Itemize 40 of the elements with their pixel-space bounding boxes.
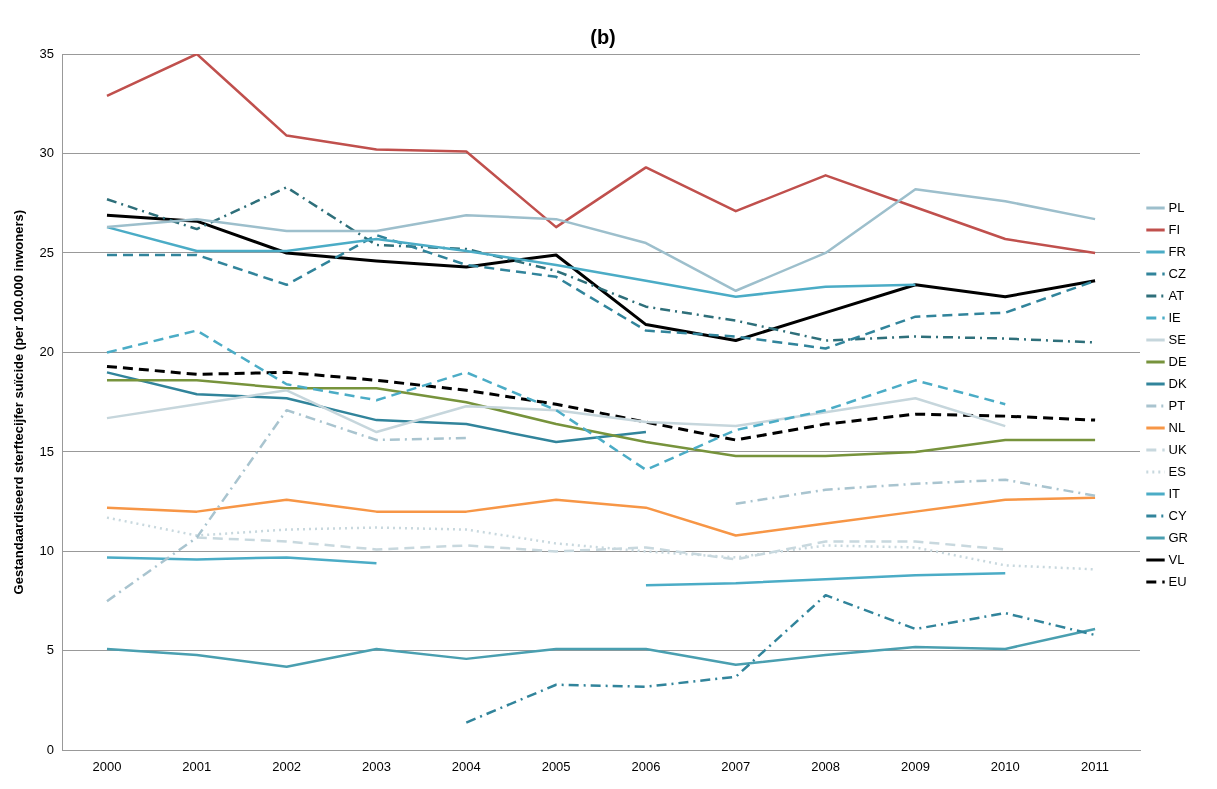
legend-label: SE (1168, 331, 1187, 347)
y-tick-label: 0 (46, 741, 55, 757)
legend-label: NL (1168, 419, 1186, 435)
y-tick-label: 30 (39, 145, 55, 161)
legend-label: DE (1168, 353, 1187, 369)
x-tick-label: 2003 (362, 758, 391, 774)
x-tick-label: 2000 (92, 758, 122, 774)
legend-label: DK (1168, 375, 1187, 391)
y-tick-label: 20 (39, 344, 55, 360)
x-tick-label: 2005 (541, 758, 571, 774)
y-tick-label: 15 (39, 443, 55, 459)
legend-label: IT (1168, 485, 1181, 501)
legend-label: UK (1168, 441, 1187, 457)
y-tick-label: 10 (39, 543, 55, 559)
y-tick-label: 5 (46, 642, 55, 658)
x-tick-label: 2009 (900, 758, 930, 774)
y-tick-label: 25 (39, 244, 55, 260)
legend-label: FR (1168, 243, 1186, 259)
legend-label: ES (1168, 463, 1187, 479)
legend-label: EU (1168, 573, 1187, 589)
legend-label: AT (1168, 287, 1185, 303)
legend-label: GR (1168, 529, 1188, 545)
legend-label: PT (1168, 397, 1186, 413)
legend-label: CZ (1168, 265, 1186, 281)
y-tick-label: 35 (39, 45, 55, 61)
y-axis-title: Gestandaardiseerd sterftecijfer suïcide (per 100.000 inwoners) (11, 210, 27, 595)
chart-title: (b) (590, 25, 616, 48)
x-tick-label: 2010 (990, 758, 1020, 774)
legend-label: IE (1168, 309, 1182, 325)
legend-label: FI (1168, 221, 1181, 237)
x-tick-label: 2004 (451, 758, 481, 774)
x-tick-label: 2011 (1081, 758, 1110, 774)
x-tick-label: 2006 (631, 758, 661, 774)
legend-label: VL (1168, 551, 1185, 567)
legend-label: PL (1168, 199, 1185, 215)
x-tick-label: 2001 (182, 758, 212, 774)
x-tick-label: 2008 (811, 758, 841, 774)
x-tick-label: 2002 (272, 758, 302, 774)
legend-label: CY (1168, 507, 1187, 523)
x-tick-label: 2007 (721, 758, 751, 774)
